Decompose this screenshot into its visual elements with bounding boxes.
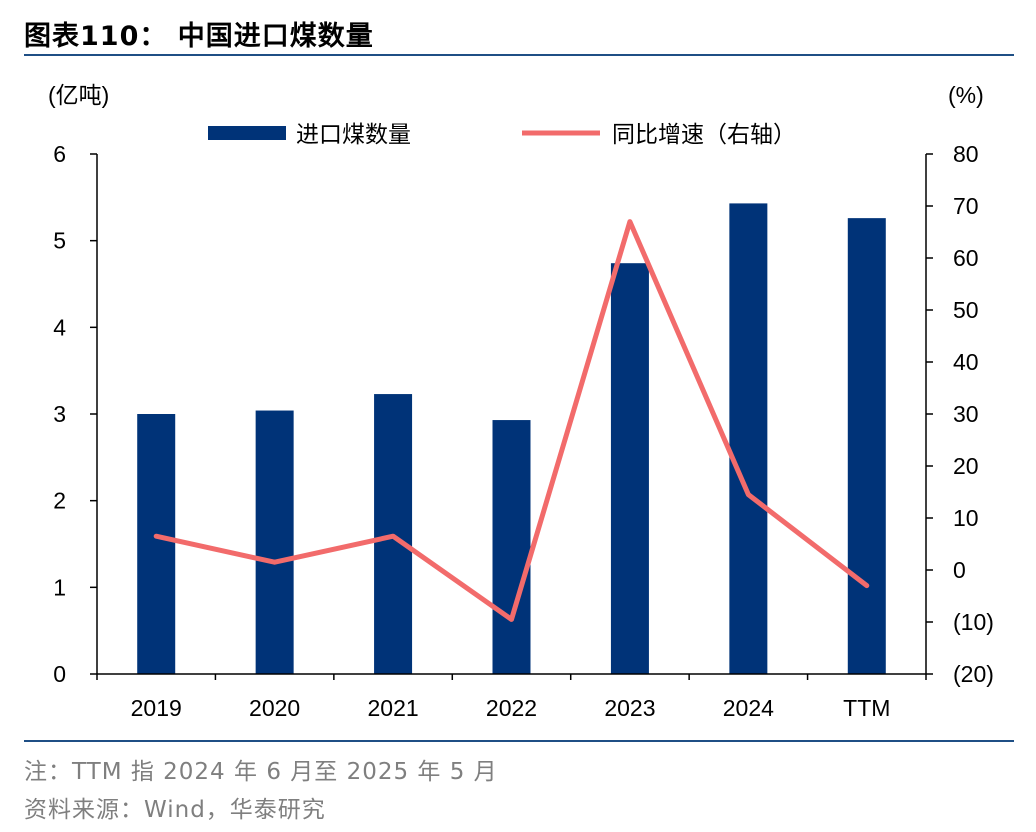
right-tick-label: (20)	[953, 661, 994, 687]
axes: 0 1 2 3 4 5 6 (20) (10) 0 10 20 30 40 50 60 70 80 2019 2020…	[53, 141, 994, 721]
left-tick-label: 6	[53, 141, 66, 167]
left-tick-label: 5	[53, 228, 66, 254]
right-tick-label: 20	[953, 453, 979, 479]
line-series	[153, 219, 870, 622]
left-tick-label: 4	[53, 314, 66, 340]
figure-note: 注：TTM 指 2024 年 6 月至 2025 年 5 月	[24, 759, 498, 785]
growth-line	[153, 219, 870, 622]
x-tick-label: 2021	[367, 695, 418, 721]
bar	[255, 410, 294, 674]
x-tick-label: TTM	[843, 695, 890, 721]
left-axis-label: (亿吨)	[48, 82, 109, 108]
bar	[137, 414, 176, 674]
right-tick-label: 80	[953, 141, 979, 167]
right-tick-label: 50	[953, 297, 979, 323]
x-tick-label: 2020	[249, 695, 300, 721]
left-tick-label: 3	[53, 401, 66, 427]
bar	[847, 218, 886, 674]
x-tick-label: 2022	[486, 695, 537, 721]
figure-title: 图表110： 中国进口煤数量	[24, 21, 374, 52]
legend-swatch-bar	[208, 126, 286, 140]
left-tick-label: 2	[53, 488, 66, 514]
right-axis-label: (%)	[948, 82, 984, 108]
right-tick-label: 10	[953, 505, 979, 531]
x-tick-label: 2019	[131, 695, 182, 721]
title-rule	[24, 54, 1014, 56]
chart: (亿吨) (%) 进口煤数量 同比增速（右轴） 0123456(20)(10)0…	[48, 82, 994, 721]
right-tick-label: 30	[953, 401, 979, 427]
x-tick-label: 2024	[723, 695, 774, 721]
right-tick-label: 0	[953, 557, 966, 583]
x-tick-label: 2023	[604, 695, 655, 721]
legend-label-line: 同比增速（右轴）	[612, 122, 796, 148]
legend: 进口煤数量 同比增速（右轴）	[208, 122, 796, 148]
right-tick-label: 40	[953, 349, 979, 375]
legend-label-bar: 进口煤数量	[296, 122, 411, 148]
bar	[729, 203, 768, 674]
bar	[492, 420, 531, 674]
bar	[610, 263, 649, 674]
left-tick-label: 1	[53, 574, 66, 600]
right-tick-label: (10)	[953, 609, 994, 635]
figure-source: 资料来源：Wind，华泰研究	[24, 797, 326, 823]
left-tick-label: 0	[53, 661, 66, 687]
footer-rule	[24, 740, 1014, 742]
bar-series	[137, 203, 886, 674]
right-tick-label: 70	[953, 193, 979, 219]
right-tick-label: 60	[953, 245, 979, 271]
